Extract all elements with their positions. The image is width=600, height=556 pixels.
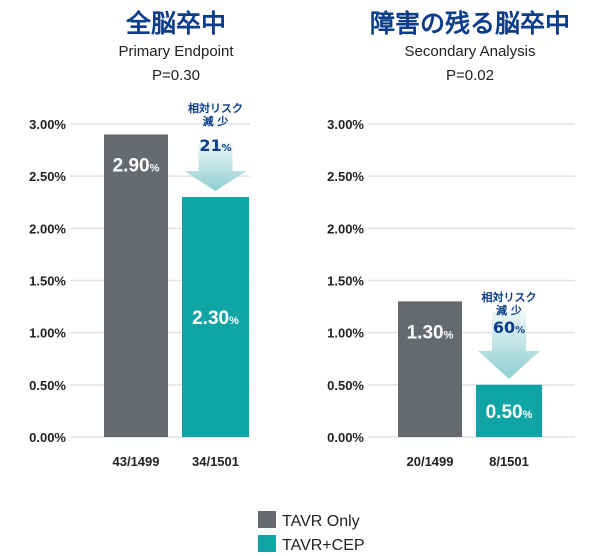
y-tick-label: 0.00% bbox=[327, 430, 364, 445]
bar-value-label: 0.50% bbox=[486, 402, 533, 423]
legend-swatch bbox=[258, 511, 276, 528]
bar-value-label: 1.30% bbox=[407, 322, 454, 343]
legend-swatch bbox=[258, 535, 276, 552]
chart-title: 障害の残る脳卒中 bbox=[370, 9, 570, 38]
y-tick-label: 3.00% bbox=[327, 117, 364, 132]
x-category-label: 34/1501 bbox=[192, 454, 239, 469]
bar-tavr-cep bbox=[182, 197, 249, 437]
bar-tavr-only bbox=[398, 301, 462, 437]
bar-value-label: 2.30% bbox=[192, 308, 239, 329]
annotation-line2: 減 少 bbox=[203, 114, 229, 128]
chart-subtitle: Secondary Analysis bbox=[405, 43, 536, 60]
y-tick-label: 1.00% bbox=[327, 326, 364, 341]
p-value: P=0.30 bbox=[152, 67, 200, 84]
y-tick-label: 0.00% bbox=[29, 430, 66, 445]
y-tick-label: 0.50% bbox=[327, 378, 364, 393]
chart-title: 全脳卒中 bbox=[125, 9, 226, 38]
relative-risk-arrow-icon bbox=[478, 311, 540, 379]
bar-tavr-only bbox=[104, 134, 168, 437]
x-category-label: 43/1499 bbox=[113, 454, 160, 469]
x-category-label: 8/1501 bbox=[489, 454, 529, 469]
y-tick-label: 2.50% bbox=[29, 169, 66, 184]
p-value: P=0.02 bbox=[446, 67, 494, 84]
legend-label: TAVR+CEP bbox=[282, 537, 365, 554]
x-category-label: 20/1499 bbox=[407, 454, 454, 469]
legend-label: TAVR Only bbox=[282, 513, 360, 530]
annotation-line1: 相対リスク bbox=[482, 290, 537, 304]
bar-value-label: 2.90% bbox=[113, 155, 160, 176]
y-tick-label: 2.50% bbox=[327, 169, 364, 184]
y-tick-label: 2.00% bbox=[327, 221, 364, 236]
y-tick-label: 1.50% bbox=[327, 274, 364, 289]
y-tick-label: 1.00% bbox=[29, 326, 66, 341]
annotation-value: 21% bbox=[199, 136, 231, 155]
y-tick-label: 2.00% bbox=[29, 221, 66, 236]
relative-risk-arrow-icon bbox=[184, 142, 247, 192]
y-tick-label: 1.50% bbox=[29, 274, 66, 289]
y-tick-label: 0.50% bbox=[29, 378, 66, 393]
annotation-line2: 減 少 bbox=[496, 303, 522, 317]
y-tick-label: 3.00% bbox=[29, 117, 66, 132]
bar-tavr-cep bbox=[476, 384, 542, 437]
chart-subtitle: Primary Endpoint bbox=[118, 43, 234, 60]
annotation-line1: 相対リスク bbox=[188, 101, 243, 115]
